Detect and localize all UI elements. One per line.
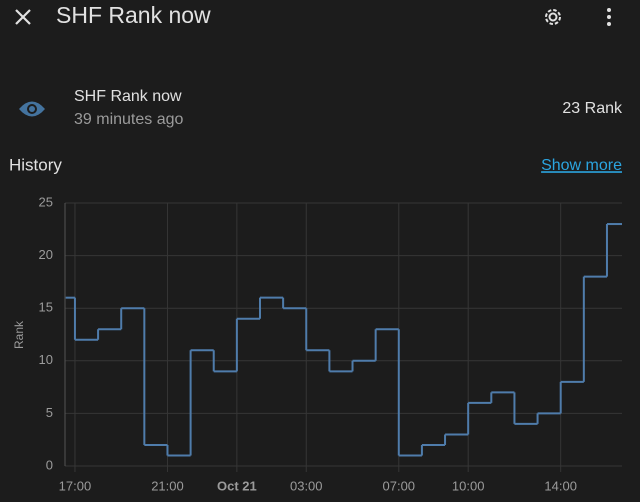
x-tick-label: 03:00: [290, 478, 323, 493]
x-tick-label: 17:00: [59, 478, 92, 493]
y-tick-label: 25: [39, 194, 53, 209]
y-tick-label: 10: [39, 352, 53, 367]
entity-name: SHF Rank now: [74, 88, 182, 105]
y-tick-label: 20: [39, 247, 53, 262]
x-tick-label: 14:00: [544, 478, 577, 493]
step-connector: [73, 224, 608, 456]
dialog-title: SHF Rank now: [56, 2, 211, 28]
x-tick-label: Oct 21: [217, 478, 257, 493]
entity-state: 23 Rank: [562, 100, 623, 117]
history-title: History: [9, 155, 62, 174]
y-tick-label: 5: [46, 405, 53, 420]
menu-button[interactable]: [607, 8, 611, 26]
y-tick-label: 15: [39, 300, 53, 315]
entity-icon: [19, 101, 45, 117]
x-tick-label: 10:00: [452, 478, 485, 493]
x-tick-label: 07:00: [383, 478, 416, 493]
last-updated: 39 minutes ago: [74, 111, 184, 128]
y-axis-label: Rank: [12, 320, 26, 349]
settings-button[interactable]: [545, 9, 561, 25]
x-tick-label: 21:00: [151, 478, 184, 493]
show-more-link[interactable]: Show more: [541, 157, 622, 174]
close-button[interactable]: [15, 9, 31, 25]
y-tick-label: 0: [46, 457, 53, 472]
